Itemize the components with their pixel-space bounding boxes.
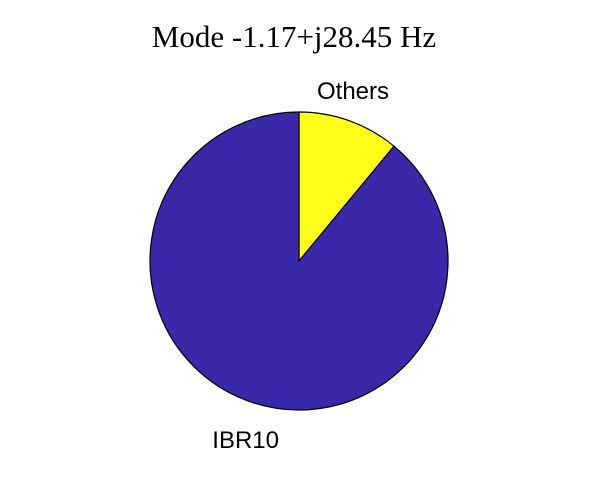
slice-label-others: Others [317,78,389,105]
pie-labels: Others IBR10 [212,78,389,454]
pie-slice-others [298,111,395,263]
pie-slices [149,111,449,411]
pie-slice-ibr10 [149,111,449,411]
chart-title: Mode -1.17+j28.45 Hz [152,19,436,54]
slice-label-ibr10: IBR10 [212,427,279,454]
